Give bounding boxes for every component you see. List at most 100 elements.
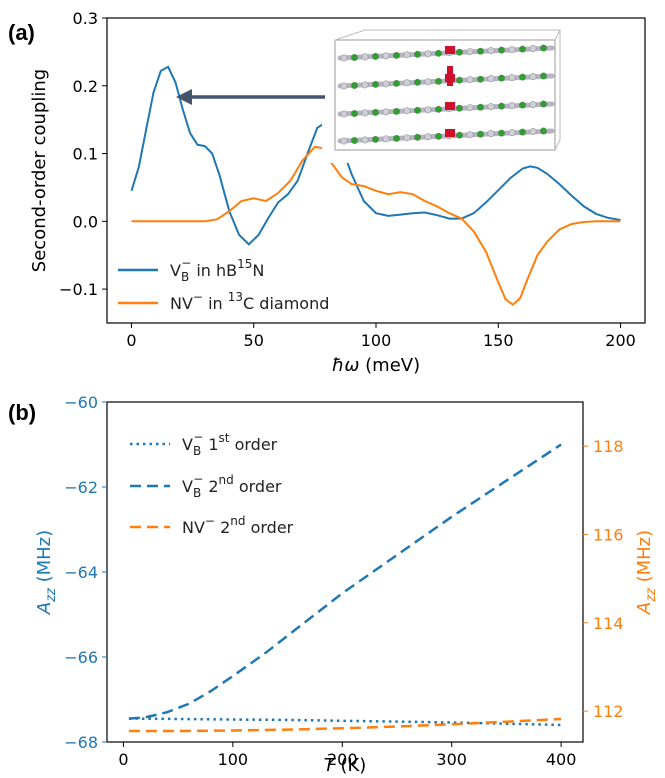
inset-atom: [540, 72, 547, 80]
inset-atom: [340, 54, 348, 62]
legend-text: 2: [215, 518, 230, 537]
panel-b: (b) 0 100 200 300 400 −68 −66 −64 −62 −60 112 114 116…: [8, 393, 659, 776]
inset-atom: [487, 130, 495, 138]
inset-atom: [403, 51, 411, 59]
inset-atom: [424, 133, 432, 141]
inset-atom: [529, 73, 537, 80]
series-b-1-legend-label: VB− 2nd order: [182, 472, 282, 500]
inset-atom: [477, 130, 484, 138]
inset-atom: [508, 74, 516, 82]
legend-sup: −: [205, 514, 215, 528]
panel-a-label: (a): [8, 20, 35, 45]
x-tick-label-a: 200: [605, 331, 636, 350]
legend-text2: order: [234, 477, 282, 496]
series-b-1-line: [128, 443, 562, 720]
inset-atom: [424, 106, 432, 114]
x-tick-label-b: 200: [327, 750, 358, 769]
legend-main: V: [182, 477, 193, 496]
legend-sup: −: [193, 430, 203, 444]
inset-atom: [456, 48, 463, 56]
y-tick-label-b-left: −64: [64, 563, 98, 582]
y-tick-label-b-right: 116: [593, 525, 624, 544]
inset-atom: [435, 105, 442, 113]
legend-sup2: 15: [237, 257, 252, 271]
legend-text2: N: [252, 261, 264, 280]
inset-atom: [393, 80, 400, 87]
x-tick-label-b: 300: [436, 750, 467, 769]
legend-main: V: [182, 435, 193, 454]
x-tick-label-b: 100: [218, 750, 249, 769]
series-b-0-legend-label: VB− 1st order: [182, 430, 278, 458]
inset-atom: [508, 129, 516, 137]
y-tick-label-b-left: −62: [64, 478, 98, 497]
y-tick-label-a: 0.3: [73, 9, 98, 28]
inset-defect-0: [445, 46, 455, 54]
y-label-italic: A: [634, 602, 655, 615]
inset-atom: [529, 128, 537, 135]
inset-atom: [372, 109, 379, 116]
series-a-1-legend-label: NV− in 13C diamond: [170, 290, 329, 313]
inset-atom: [403, 134, 411, 142]
y-axis-label-a: Second-order coupling: [29, 69, 50, 272]
y-label-italic: A: [34, 602, 55, 615]
legend-sub: B: [193, 444, 201, 458]
inset-atom: [361, 53, 369, 61]
y-label-rest: (MHz): [634, 530, 655, 588]
inset-atom: [414, 78, 421, 86]
inset-box-front: [334, 39, 556, 151]
y-axis-label-b-left: Azz (MHz): [34, 530, 59, 615]
inset-atom: [361, 109, 369, 117]
x-axis-label-b: T (K): [324, 755, 367, 776]
inset-atom: [477, 75, 484, 83]
inset-atom: [351, 82, 358, 89]
inset-atom: [519, 73, 526, 81]
inset-atom: [414, 133, 421, 141]
series-b-2-line: [128, 717, 562, 733]
inset-atom: [466, 76, 474, 84]
inset-box-back: [334, 29, 561, 151]
inset-atom: [487, 47, 495, 54]
y-tick-label-a: 0.0: [73, 212, 98, 231]
y-label-sub: zz: [44, 587, 59, 603]
legend-sub: B: [181, 270, 189, 284]
legend-sup2: nd: [230, 514, 245, 528]
legend-text2: C diamond: [243, 294, 329, 313]
inset-atom: [372, 81, 379, 88]
inset-atom: [540, 127, 547, 135]
inset-atom: [435, 49, 442, 57]
inset-atom: [372, 53, 379, 60]
legend-sub: B: [193, 486, 201, 500]
inset-atom: [466, 104, 474, 112]
inset-atom: [487, 75, 495, 83]
legend-sup: −: [181, 256, 191, 270]
inset-atom: [519, 101, 526, 109]
inset-atom: [498, 46, 505, 54]
inset-atom: [382, 135, 390, 143]
inset-atom: [487, 103, 495, 111]
legend-text: 1: [203, 435, 218, 454]
inset-atom: [382, 80, 390, 88]
y-tick-label-b-right: 112: [593, 702, 624, 721]
inset-atom: [414, 50, 421, 58]
legend-main: NV: [170, 294, 193, 313]
inset-atom: [382, 52, 390, 60]
y-tick-label-b-right: 118: [593, 437, 624, 456]
inset-atom: [414, 106, 421, 114]
inset-atom: [393, 108, 400, 115]
inset-structure: [322, 28, 562, 163]
inset-atom: [424, 78, 432, 86]
inset-atom: [540, 100, 547, 108]
inset-atom: [340, 137, 348, 145]
inset-atom: [498, 129, 505, 137]
x-axis-label-a: ħω (meV): [332, 355, 420, 376]
inset-atom: [456, 76, 463, 84]
legend-sup2: 13: [228, 290, 243, 304]
inset-atom: [351, 137, 358, 144]
x-tick-label-b: 0: [118, 750, 128, 769]
x-tick-label-a: 150: [483, 331, 514, 350]
y-tick-label-b-left: −60: [64, 393, 98, 412]
x-label-rest: (K): [335, 755, 367, 776]
inset-atom: [466, 131, 474, 139]
y-tick-label-a: 0.1: [73, 145, 98, 164]
